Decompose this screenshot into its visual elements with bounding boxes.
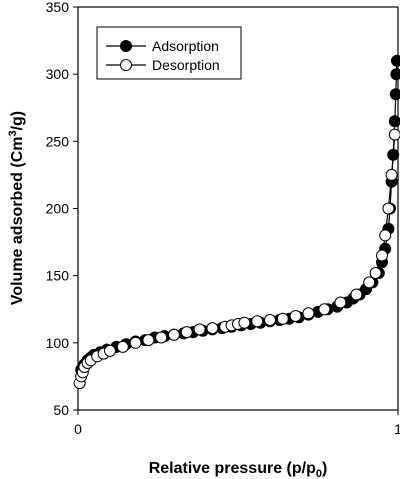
series-lines <box>79 60 398 384</box>
desorption-point <box>318 303 331 316</box>
desorption-point <box>116 340 129 353</box>
y-tick-label: 350 <box>46 0 70 15</box>
legend-adsorption-marker <box>120 40 132 52</box>
desorption-point <box>155 331 168 344</box>
desorption-point <box>350 288 363 301</box>
legend-desorption-label: Desorption <box>152 57 220 73</box>
legend-desorption-marker <box>120 59 132 71</box>
desorption-point <box>129 336 142 349</box>
desorption-point <box>168 328 180 341</box>
desorption-point <box>276 312 289 325</box>
adsorption-point <box>388 115 400 128</box>
desorption-point <box>376 249 388 262</box>
desorption-point <box>388 128 400 141</box>
y-tick-label: 200 <box>46 201 70 217</box>
y-tick-label: 50 <box>53 402 69 418</box>
y-tick-label: 250 <box>46 133 70 149</box>
series-points <box>73 54 400 390</box>
desorption-point <box>302 307 315 320</box>
x-tick-label: 1 <box>394 421 400 437</box>
desorption-point <box>289 310 302 322</box>
desorption-point <box>180 326 193 339</box>
y-tick-label: 100 <box>46 335 70 351</box>
desorption-point <box>379 229 392 242</box>
y-axis-title: Volume adsorbed (Cm3/g) <box>7 111 26 305</box>
desorption-point <box>104 344 116 357</box>
x-tick-label: 0 <box>74 421 82 437</box>
legend-adsorption-label: Adsorption <box>152 38 219 54</box>
desorption-point <box>363 276 376 289</box>
adsorption-point <box>390 68 400 81</box>
desorption-point <box>385 168 398 181</box>
desorption-point <box>193 323 206 336</box>
desorption-point <box>206 322 219 335</box>
desorption-point <box>369 267 382 279</box>
adsorption-point <box>387 148 400 161</box>
desorption-point <box>264 314 276 326</box>
y-axis-ticks: 50 100 150 200 250 300 350 <box>46 0 78 418</box>
desorption-point <box>251 315 264 328</box>
y-tick-label: 300 <box>46 66 70 82</box>
desorption-point <box>238 316 251 329</box>
legend-box <box>96 26 242 80</box>
legend: Adsorption Desorption <box>96 26 242 80</box>
x-axis-title: Relative pressure (p/p0) <box>149 460 328 479</box>
desorption-point <box>142 334 155 347</box>
adsorption-point <box>389 88 400 101</box>
desorption-point <box>382 202 395 215</box>
adsorption-point <box>391 54 400 67</box>
y-tick-label: 150 <box>46 268 70 284</box>
desorption-point <box>334 296 347 309</box>
